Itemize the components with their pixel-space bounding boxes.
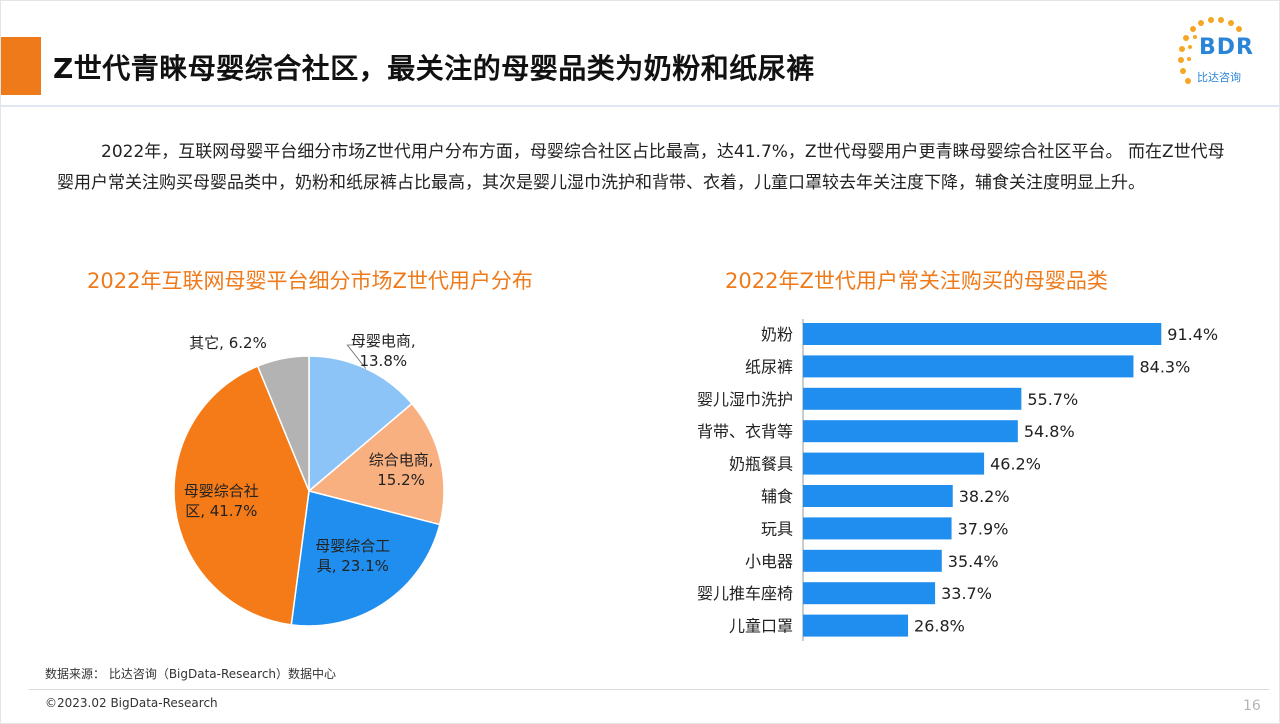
page-number: 16 bbox=[1243, 698, 1261, 714]
bar-value-label: 35.4% bbox=[948, 552, 999, 571]
bar bbox=[803, 614, 909, 637]
bar-category-label: 玩具 bbox=[761, 519, 793, 538]
pie-data-label: 母婴电商, bbox=[351, 332, 416, 350]
title-divider bbox=[1, 105, 1280, 107]
bar-category-label: 婴儿湿巾洗护 bbox=[697, 390, 793, 409]
bar-category-label: 辅食 bbox=[761, 487, 793, 506]
bar-value-label: 84.3% bbox=[1139, 357, 1190, 376]
bar-value-label: 55.7% bbox=[1027, 390, 1078, 409]
bar-category-label: 婴儿推车座椅 bbox=[697, 584, 793, 603]
bar-value-label: 33.7% bbox=[941, 584, 992, 603]
bar bbox=[803, 323, 1162, 345]
bar-value-label: 37.9% bbox=[958, 519, 1009, 538]
pie-slice bbox=[290, 490, 441, 627]
pie-data-label: 具, 23.1% bbox=[317, 557, 389, 575]
bar bbox=[803, 485, 953, 507]
bar-value-label: 54.8% bbox=[1024, 422, 1075, 441]
data-source: 数据来源： 比达咨询（BigData-Research）数据中心 bbox=[45, 667, 337, 681]
bar bbox=[803, 452, 985, 475]
bdr-logo: BDR 比达咨询 bbox=[1171, 13, 1263, 99]
pie-data-label: 其它, 6.2% bbox=[189, 334, 267, 352]
bar bbox=[803, 420, 1018, 443]
bar bbox=[803, 582, 936, 605]
bar-chart-title: 2022年Z世代用户常关注购买的母婴品类 bbox=[725, 269, 1108, 293]
bar bbox=[803, 355, 1134, 378]
footer-divider bbox=[29, 689, 1269, 690]
intro-text: 2022年，互联网母婴平台细分市场Z世代用户分布方面，母婴综合社区占比最高，达4… bbox=[57, 142, 1225, 193]
bar-category-label: 儿童口罩 bbox=[729, 617, 793, 636]
pie-slice bbox=[308, 355, 413, 493]
bar-value-label: 26.8% bbox=[914, 617, 965, 636]
bar-category-label: 背带、衣背等 bbox=[697, 422, 793, 441]
pie-data-label: 区, 41.7% bbox=[185, 502, 257, 520]
bar-value-label: 91.4% bbox=[1167, 325, 1218, 344]
title-bar: Z世代青睐母婴综合社区，最关注的母婴品类为奶粉和纸尿裤 bbox=[1, 25, 1280, 103]
bar bbox=[803, 549, 942, 572]
bar-chart: 奶粉 91.4% 纸尿裤 84.3% 婴儿湿巾洗护 55.7% 背带、衣背等 54.8% 奶瓶餐… bbox=[697, 319, 1218, 641]
pie-leader-line bbox=[346, 344, 367, 369]
pie-slice bbox=[256, 355, 310, 492]
title-accent-block bbox=[1, 37, 41, 95]
pie-slice bbox=[173, 365, 310, 626]
pie-data-label: 综合电商, bbox=[369, 451, 434, 469]
logo-dots-icon bbox=[1178, 17, 1245, 84]
bar-value-label: 38.2% bbox=[959, 487, 1010, 506]
logo-subtitle: 比达咨询 bbox=[1197, 71, 1241, 84]
pie-data-label: 15.2% bbox=[377, 471, 425, 489]
pie-data-label: 母婴综合社 bbox=[184, 482, 259, 500]
copyright: ©2023.02 BigData-Research bbox=[45, 696, 218, 710]
pie-chart-title: 2022年互联网母婴平台细分市场Z世代用户分布 bbox=[87, 269, 533, 293]
pie-slice bbox=[307, 402, 445, 526]
logo-wordmark: BDR bbox=[1199, 35, 1254, 60]
page-title: Z世代青睐母婴综合社区，最关注的母婴品类为奶粉和纸尿裤 bbox=[53, 52, 815, 85]
intro-paragraph: 2022年，互联网母婴平台细分市场Z世代用户分布方面，母婴综合社区占比最高，达4… bbox=[57, 137, 1227, 199]
bar bbox=[803, 387, 1022, 410]
bar-category-label: 纸尿裤 bbox=[745, 357, 793, 376]
bar-category-label: 小电器 bbox=[745, 552, 793, 571]
bar-category-label: 奶粉 bbox=[761, 325, 793, 344]
bar-value-label: 46.2% bbox=[990, 455, 1041, 474]
pie-data-label: 母婴综合工 bbox=[315, 537, 390, 555]
bar-category-label: 奶瓶餐具 bbox=[729, 455, 793, 474]
bar bbox=[803, 517, 952, 540]
pie-data-label: 13.8% bbox=[359, 352, 407, 370]
